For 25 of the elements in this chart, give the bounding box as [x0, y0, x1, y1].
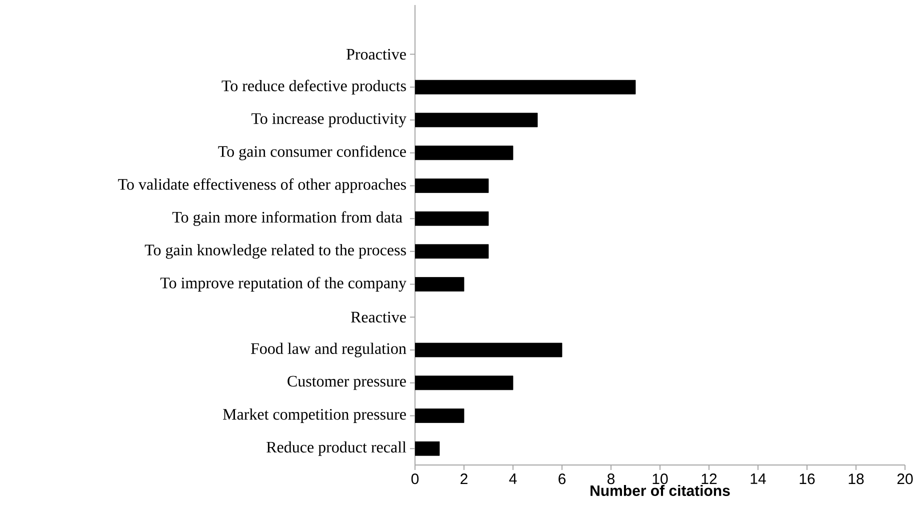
x-tick-label: 4	[509, 474, 517, 484]
x-tick-label: 18	[848, 474, 864, 484]
y-tick-label: Market competition pressure	[223, 408, 406, 423]
y-tick-label: Proactive	[346, 48, 406, 60]
y-tick-label: To validate effectiveness of other approaches	[118, 178, 406, 194]
y-tick-label: To increase productivity	[252, 112, 406, 128]
x-tick-label: 0	[411, 474, 419, 484]
x-tick-label: 12	[702, 474, 717, 484]
y-tick-label: Food law and regulation	[250, 342, 406, 358]
y-tick-label: To reduce defective products	[222, 80, 406, 94]
x-tick-label: 14	[750, 474, 766, 484]
y-tick-label: Reduce product recall	[266, 441, 406, 456]
x-tick-label: 8	[607, 474, 615, 484]
y-tick-label: Customer pressure	[288, 376, 406, 390]
x-tick-label: 2	[460, 474, 468, 484]
x-tick-label: 6	[558, 474, 566, 484]
x-tick-label: 10	[652, 474, 668, 484]
y-tick-label: To gain consumer confidence	[218, 146, 406, 160]
y-tick-label: To improve reputation of the company	[160, 276, 406, 292]
x-tick-label: 20	[897, 474, 913, 484]
x-tick-label: 16	[800, 474, 815, 484]
y-tick-label: To gain more information from data	[172, 211, 402, 226]
y-tick-label: To gain knowledge related to the process	[144, 244, 406, 259]
y-tick-label: Reactive	[350, 312, 406, 323]
x-axis-title: Number of citations	[590, 484, 730, 496]
